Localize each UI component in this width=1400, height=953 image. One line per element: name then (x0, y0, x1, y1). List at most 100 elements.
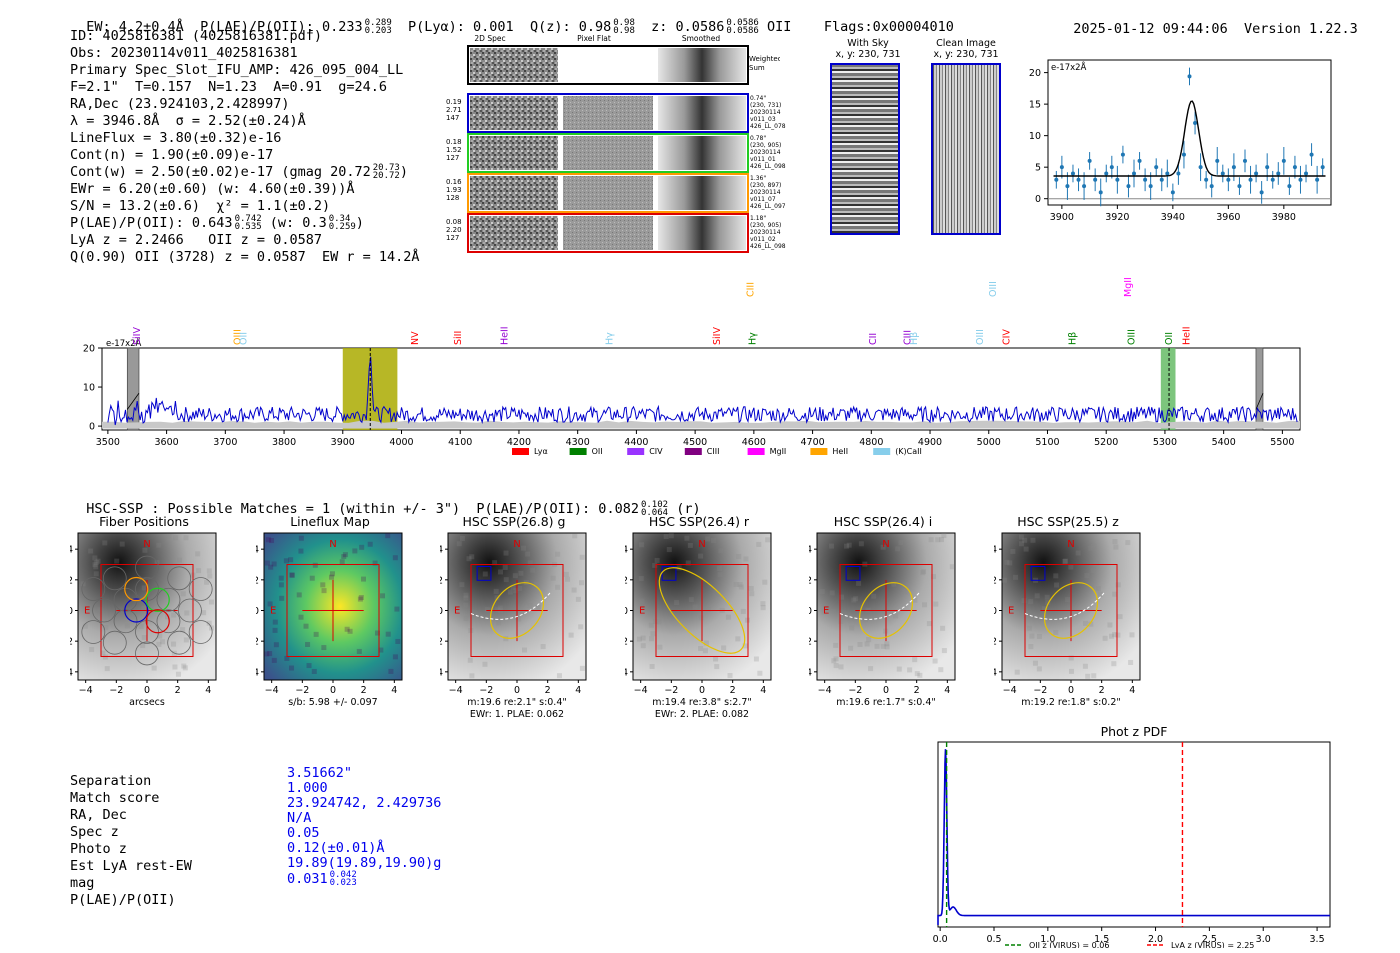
pdf-xtick-label: 0.5 (986, 934, 1001, 945)
hsc-fiber (113, 587, 138, 612)
hsc-panel-noise (204, 579, 210, 585)
hsc-panel-noise (467, 657, 473, 663)
hsc-panel-noise (640, 635, 646, 641)
cutout-row-smoothed (658, 176, 746, 210)
hsc-panel-noise (705, 536, 711, 542)
spectrum-line-label-text: OII (1164, 332, 1175, 345)
zoom-xtick-label: 3900 (1050, 212, 1074, 223)
hsc-panel-noise (640, 643, 646, 649)
hsc-panel-noise (866, 637, 872, 643)
spectrum-highlight (1160, 348, 1176, 430)
hsc-panel-blue-box (661, 566, 677, 581)
hsc-panel-noise (175, 671, 181, 677)
hsc-panel-noise (718, 548, 724, 554)
hsc-panel-noise (184, 610, 190, 616)
hsc-ytick-label: −4 (809, 667, 812, 678)
hsc-panel-e-label: E (1008, 606, 1014, 617)
hsc-panel-noise (556, 673, 562, 679)
hsc-panel-noise (359, 544, 365, 550)
hsc-panel-noise (1028, 644, 1034, 650)
hsc-panel-noise (871, 593, 877, 599)
hsc-panel-noise (1091, 543, 1097, 549)
hsc-panel-red-box (655, 564, 749, 657)
hsc-panel-noise (692, 604, 698, 610)
hsc-panel-n-label: N (143, 539, 150, 550)
hsc-ytick-label: 2 (440, 575, 443, 586)
zoom-point (1265, 165, 1270, 170)
hsc-panel-n-label: N (698, 539, 705, 550)
hsc-panel-noise (157, 633, 163, 639)
hsc-panel-noise (289, 572, 295, 578)
hsc-panel-noise (688, 597, 694, 603)
hsc-panel-noise (740, 608, 746, 614)
hsc-panel-noise (456, 541, 462, 547)
hsc-panel-noise (1112, 539, 1118, 545)
hsc-panel-e-label: E (639, 606, 645, 617)
hsc-panel-noise (698, 645, 704, 651)
hsc-panel-noise (829, 590, 835, 596)
spectrum-line-label: SiII (453, 331, 464, 345)
header-bar: EW: 4.2±0.4Å P(LAE)/P(OII): 0.233 0.289 0.… (70, 3, 954, 36)
hsc-panel-noise (459, 582, 465, 588)
hsc-panel-noise (463, 592, 469, 598)
hsc-panel-noise (555, 551, 561, 557)
cutout-row-side-text: 426_LL_098 (750, 163, 786, 170)
hsc-panel-noise (1045, 599, 1051, 605)
spectrum-mask (126, 347, 140, 431)
cutout-row-values: 0.18 1.52 127 (446, 138, 462, 162)
spectrum-line-label-text: CIV (1001, 329, 1012, 345)
info-lambda: λ = 3946.8Å σ = 2.52(±0.24)Å (70, 113, 306, 129)
hsc-panel-noise (289, 572, 295, 578)
hsc-panel-n-label: N (1067, 539, 1074, 550)
hsc-panel-noise (267, 651, 273, 657)
svg-text:Sum: Sum (749, 64, 765, 72)
match-label-plae: P(LAE)/P(OII) (70, 892, 176, 908)
spectrum-line-label-text: OIII (975, 329, 986, 345)
zoom-point (1187, 74, 1192, 79)
zoom-point (1220, 171, 1225, 176)
spectrum-legend-label: MgII (770, 447, 787, 456)
hsc-panel-noise (522, 647, 528, 653)
zoom-point (1259, 190, 1264, 195)
spectrum-xtick-label: 4500 (683, 437, 707, 448)
hsc-panel-noise (656, 619, 662, 625)
hsc-panel-red-box (839, 564, 933, 657)
spectrum-xtick-label: 4300 (566, 437, 590, 448)
hsc-panel-noise (926, 621, 932, 627)
pdf-legend-label: OII z (VIRUS) = 0.06 (1029, 941, 1109, 948)
zoom-point (1076, 177, 1081, 182)
zoom-point (1309, 152, 1314, 157)
hsc-panel-noise (736, 554, 742, 560)
hsc-panel-noise (1062, 558, 1068, 564)
hsc-panel-noise (760, 605, 766, 611)
zoom-point (1120, 152, 1125, 157)
hsc-panel-noise (935, 537, 941, 543)
zoom-point (1215, 158, 1220, 163)
hsc-panel-e-label: E (270, 606, 276, 617)
zoom-point (1242, 158, 1247, 163)
zoom-point (1226, 177, 1231, 182)
hsc-panel-noise (171, 612, 177, 618)
hsc-panel-ellipse (858, 582, 914, 639)
spectrum-legend-swatch (569, 448, 587, 455)
hsc-panel-noise (298, 548, 304, 554)
hsc-panel-noise (1010, 548, 1016, 554)
hsc-panel-noise (272, 619, 278, 625)
pdf-xtick-label: 0.0 (933, 934, 948, 945)
cutout-header-smoothed: Smoothed (682, 34, 721, 43)
weighted-sum-smoothed (658, 48, 746, 82)
hsc-ytick-label: 0 (256, 606, 259, 617)
hsc-panel-noise (550, 575, 556, 581)
hsc-ytick-label: 2 (994, 575, 997, 586)
hsc-xtick-label: −2 (109, 685, 123, 696)
zoom-point (1315, 177, 1320, 182)
cutout-row-side-text: 1.18" (750, 215, 767, 222)
hsc-panel-n-label: N (513, 539, 520, 550)
info-lineflux: LineFlux = 3.80(±0.32)e-16 (70, 130, 282, 146)
hsc-panel-noise (829, 543, 835, 549)
hsc-panel-noise (579, 665, 585, 671)
hsc-xtick-label: −2 (1033, 685, 1047, 696)
cutout-row-value: 0.18 (446, 138, 462, 146)
spectrum-line-label-text: Hγ (748, 332, 759, 345)
hsc-panel-noise (394, 606, 400, 612)
